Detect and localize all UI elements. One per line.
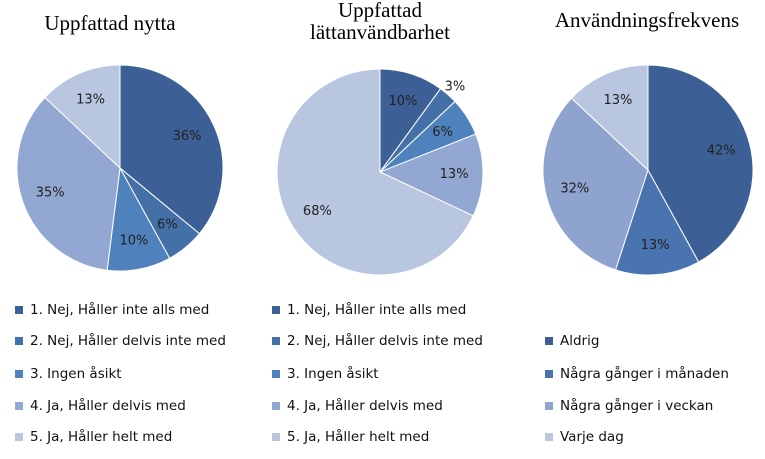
legend-label: 1. Nej, Håller inte alls med — [287, 301, 466, 318]
legend-label: 2. Nej, Håller delvis inte med — [30, 332, 226, 349]
slice-label: 42% — [707, 144, 736, 159]
slice-label: 13% — [604, 93, 633, 108]
legend-swatch — [272, 433, 280, 441]
legend-label: 2. Nej, Håller delvis inte med — [287, 332, 483, 349]
slice-label: 10% — [119, 233, 148, 248]
pie-slice — [44, 64, 121, 170]
legend-swatch — [272, 337, 280, 345]
legend-label: 5. Ja, Håller helt med — [287, 428, 429, 445]
pie-slice — [378, 133, 484, 217]
legend-swatch — [272, 306, 280, 314]
legend-label: Aldrig — [560, 333, 599, 349]
legend-swatch — [15, 306, 23, 314]
pie-slice — [119, 64, 224, 235]
slice-label: 13% — [76, 92, 105, 107]
legend-label: Varje dag — [560, 429, 624, 445]
legend-swatch — [272, 370, 280, 378]
slice-label: 36% — [173, 129, 202, 144]
legend-swatch — [545, 370, 553, 378]
legend-label: 4. Ja, Håller delvis med — [30, 397, 186, 414]
chart-title: Uppfattad nytta — [44, 11, 176, 35]
slice-label: 35% — [36, 186, 65, 201]
legend-label: 4. Ja, Håller delvis med — [287, 397, 443, 414]
slice-label: 32% — [560, 181, 589, 196]
legend-swatch — [15, 370, 23, 378]
pie-slice — [16, 96, 121, 271]
pie-slice — [570, 64, 649, 172]
legend-swatch — [272, 402, 280, 410]
pie-slice — [276, 68, 474, 276]
chart-title: Användningsfrekvens — [555, 8, 739, 32]
legend-swatch — [15, 402, 23, 410]
legend-label: 5. Ja, Håller helt med — [30, 428, 172, 445]
legend-label: 3. Ingen åsikt — [30, 365, 122, 382]
slice-label: 6% — [157, 218, 178, 233]
legend-label: Några gånger i månaden — [560, 365, 729, 382]
pie-slice — [647, 64, 754, 263]
slice-label: 3% — [445, 80, 466, 95]
legend-label: 1. Nej, Håller inte alls med — [30, 301, 209, 318]
legend-swatch — [545, 337, 553, 345]
legend-label: Några gånger i veckan — [560, 397, 713, 414]
legend-swatch — [545, 402, 553, 410]
slice-label: 10% — [388, 94, 417, 109]
legend-label: 3. Ingen åsikt — [287, 365, 379, 382]
pie-slice — [542, 97, 649, 271]
slice-label: 68% — [303, 204, 332, 219]
slice-label: 6% — [432, 125, 453, 140]
slice-label: 13% — [641, 238, 670, 253]
legend-swatch — [15, 337, 23, 345]
legend-swatch — [545, 433, 553, 441]
slice-label: 13% — [440, 167, 469, 182]
legend-swatch — [15, 433, 23, 441]
pie-slice — [614, 168, 700, 276]
chart-title: Uppfattad lättanvändbarhet — [310, 0, 450, 44]
